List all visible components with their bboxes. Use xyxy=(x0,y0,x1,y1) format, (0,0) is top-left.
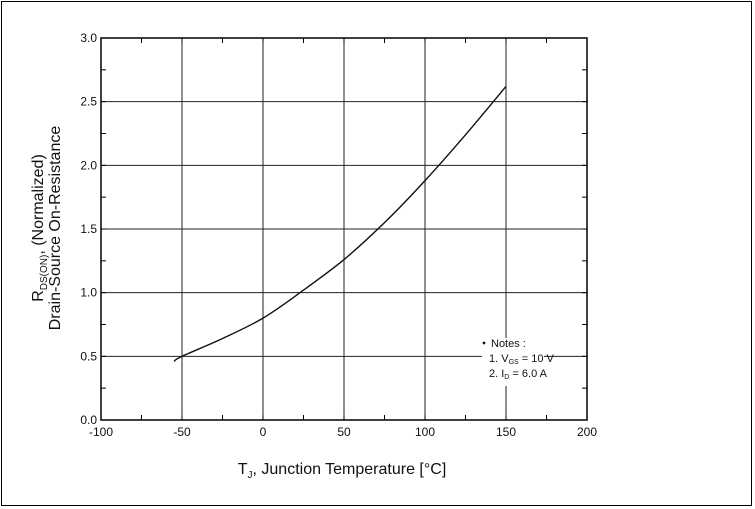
x-tick-label: 50 xyxy=(337,425,351,439)
x-tick-label: 200 xyxy=(577,425,597,439)
y-tick-label: 1.5 xyxy=(80,222,97,236)
x-tick-label: 100 xyxy=(415,425,435,439)
series-line xyxy=(173,85,507,362)
y-tick-label: 0.5 xyxy=(80,349,97,363)
notes-box: Notes : 1. VGS = 10 V 2. ID = 6.0 A xyxy=(482,338,555,386)
y-tick-label: 1.0 xyxy=(80,286,97,300)
x-tick-label: -50 xyxy=(173,425,191,439)
y-tick-label: 3.0 xyxy=(80,31,97,45)
y-tick-label: 2.0 xyxy=(80,158,97,172)
notes-bullet-icon xyxy=(482,341,486,345)
y-tick-labels: 0.0 0.5 1.0 1.5 2.0 2.5 3.0 xyxy=(80,31,97,427)
y-axis-title-line-1: RDS(ON), (Normalized) xyxy=(30,154,50,302)
x-axis-title: TJ, Junction Temperature [°C] xyxy=(238,461,447,481)
y-tick-label: 0.0 xyxy=(80,413,97,427)
y-axis-title-line-2: Drain-Source On-Resistance xyxy=(47,126,64,331)
x-tick-labels: -100 -50 0 50 100 150 200 xyxy=(89,425,597,439)
x-tick-label: 0 xyxy=(260,425,267,439)
tick-marks xyxy=(101,38,587,420)
x-tick-label: -100 xyxy=(89,425,113,439)
notes-line-2: 2. ID = 6.0 A xyxy=(489,368,548,381)
notes-line-1: 1. VGS = 10 V xyxy=(489,353,555,366)
notes-title: Notes : xyxy=(491,338,526,350)
y-tick-label: 2.5 xyxy=(80,95,97,109)
x-tick-label: 150 xyxy=(496,425,516,439)
